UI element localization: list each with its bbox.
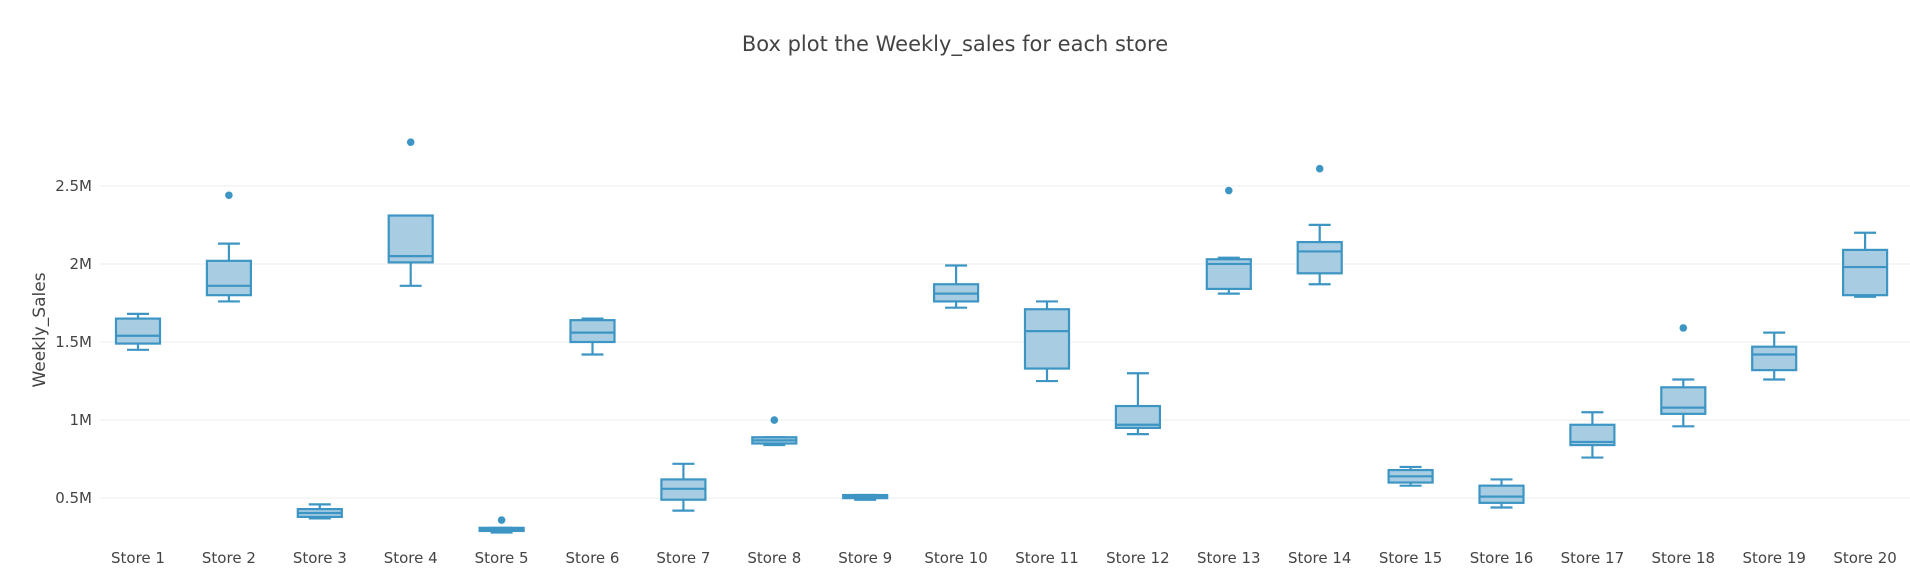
box-store-15	[1389, 467, 1433, 486]
x-tick-label: Store 16	[1470, 549, 1534, 567]
box-store-6	[571, 319, 615, 355]
box-store-14	[1298, 165, 1342, 284]
x-tick-label: Store 5	[475, 549, 529, 567]
outlier-point	[1680, 324, 1688, 332]
outlier-point	[771, 416, 779, 424]
box-store-2	[207, 191, 251, 301]
box-store-17	[1570, 412, 1614, 457]
iqr-box	[1025, 309, 1069, 368]
x-tick-label: Store 11	[1015, 549, 1079, 567]
chart-title: Box plot the Weekly_sales for each store	[742, 32, 1168, 57]
y-tick-label: 0.5M	[55, 489, 92, 507]
iqr-box	[1661, 387, 1705, 414]
box-store-3	[298, 504, 342, 518]
x-tick-label: Store 2	[202, 549, 256, 567]
x-tick-label: Store 17	[1561, 549, 1625, 567]
x-tick-label: Store 6	[566, 549, 620, 567]
y-axis-label: Weekly_Sales	[30, 272, 50, 387]
x-tick-label: Store 10	[924, 549, 988, 567]
iqr-box	[1298, 242, 1342, 273]
x-tick-label: Store 8	[747, 549, 801, 567]
x-tick-label: Store 4	[384, 549, 438, 567]
x-tick-label: Store 12	[1106, 549, 1170, 567]
iqr-box	[207, 261, 251, 295]
x-tick-label: Store 3	[293, 549, 347, 567]
iqr-box	[1843, 250, 1887, 295]
boxes	[116, 138, 1887, 532]
outlier-point	[407, 138, 415, 146]
box-store-12	[1116, 373, 1160, 434]
y-tick-label: 1.5M	[55, 333, 92, 351]
iqr-box	[1752, 347, 1796, 370]
x-tick-label: Store 9	[838, 549, 892, 567]
x-tick-label: Store 7	[656, 549, 710, 567]
box-store-19	[1752, 333, 1796, 380]
box-store-10	[934, 266, 978, 308]
box-store-13	[1207, 187, 1251, 294]
y-tick-label: 2M	[70, 255, 93, 273]
box-store-11	[1025, 301, 1069, 381]
x-tick-label: Store 20	[1833, 549, 1897, 567]
y-axis-ticks: 0.5M 1M 1.5M 2M 2.5M	[55, 177, 92, 507]
x-tick-label: Store 18	[1652, 549, 1716, 567]
box-store-18	[1661, 324, 1705, 426]
iqr-box	[116, 319, 160, 344]
box-store-8	[752, 416, 796, 445]
outlier-point	[1225, 187, 1233, 195]
box-store-16	[1480, 479, 1524, 507]
outlier-point	[498, 516, 506, 524]
box-store-5	[480, 516, 524, 532]
x-tick-label: Store 14	[1288, 549, 1352, 567]
box-store-1	[116, 314, 160, 350]
x-tick-label: Store 15	[1379, 549, 1443, 567]
x-tick-label: Store 1	[111, 549, 165, 567]
x-axis-ticks: Store 1 Store 2 Store 3 Store 4 Store 5 Store…	[111, 549, 1897, 567]
gridlines	[100, 186, 1910, 498]
box-store-20	[1843, 233, 1887, 297]
x-tick-label: Store 19	[1742, 549, 1806, 567]
outlier-point	[1316, 165, 1324, 173]
box-store-9	[843, 495, 887, 500]
y-tick-label: 2.5M	[55, 177, 92, 195]
iqr-box	[571, 320, 615, 342]
iqr-box	[1480, 486, 1524, 503]
x-tick-label: Store 13	[1197, 549, 1261, 567]
box-store-7	[661, 464, 705, 511]
y-tick-label: 1M	[70, 411, 93, 429]
outlier-point	[225, 191, 233, 199]
